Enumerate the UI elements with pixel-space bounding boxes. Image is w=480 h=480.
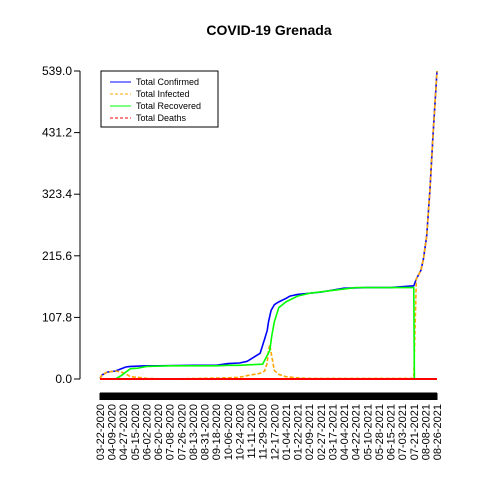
x-tick-label: 02-09-2021 [304,404,316,460]
x-axis: 03-22-2020 04-09-2020 04-27-2020 05-15-2020… [95,392,444,460]
chart-title: COVID-19 Grenada [206,22,331,38]
x-tick-label: 05-28-2021 [374,404,386,460]
y-tick-label: 323.4 [42,187,72,201]
y-tick-label: 539.0 [42,64,72,78]
x-tick-label: 01-22-2021 [293,404,305,460]
x-tick-label: 07-03-2021 [397,404,409,460]
x-tick-label: 05-15-2020 [130,404,142,460]
x-tick-label: 02-27-2021 [316,404,328,460]
legend-label: Total Infected [136,89,190,99]
plot-lines [99,70,438,380]
legend-label: Total Recovered [136,101,201,111]
x-tick-label: 06-20-2020 [153,404,165,460]
x-tick-label: 08-08-2021 [420,404,432,460]
y-tick-label: 107.8 [42,310,72,324]
x-tick-marks [99,393,438,400]
x-tick-label: 08-13-2020 [188,404,200,460]
x-tick-label: 07-21-2021 [409,404,421,460]
x-tick-label: 09-18-2020 [211,404,223,460]
x-tick-label: 10-24-2020 [234,404,246,460]
x-tick-label: 06-02-2020 [141,404,153,460]
x-tick-label: 04-09-2020 [107,404,119,460]
legend-label: Total Confirmed [136,77,199,87]
x-tick-label: 06-15-2021 [386,404,398,460]
x-tick-label: 04-22-2021 [351,404,363,460]
x-tick-label: 08-31-2020 [200,404,212,460]
x-tick-label: 11-11-2020 [246,404,258,459]
x-tick-label: 05-10-2021 [362,404,374,460]
series-line-total-recovered [100,286,437,380]
x-tick-label: 03-22-2020 [95,404,107,460]
x-tick-label: 03-17-2021 [327,404,339,460]
x-tick-label: 07-08-2020 [165,404,177,460]
x-tick-label: 07-26-2020 [176,404,188,460]
x-tick-label: 08-26-2021 [432,404,444,460]
y-axis: 0.0 107.8 215.6 323.4 431.2 539.0 [42,64,81,386]
y-tick-label: 215.6 [42,249,72,263]
legend: Total Confirmed Total Infected Total Recov… [100,70,219,128]
x-tick-label: 04-27-2020 [118,404,130,460]
x-tick-label: 11-29-2020 [258,404,270,459]
y-tick-label: 0.0 [55,372,72,386]
x-tick-label: 10-06-2020 [223,404,235,460]
x-tick-label: 01-04-2021 [281,404,293,460]
legend-label: Total Deaths [136,113,187,123]
series-line-total-infected [99,70,438,380]
x-tick-label: 04-04-2021 [339,404,351,460]
y-tick-label: 431.2 [42,126,72,140]
x-tick-label: 12-17-2020 [269,404,281,460]
